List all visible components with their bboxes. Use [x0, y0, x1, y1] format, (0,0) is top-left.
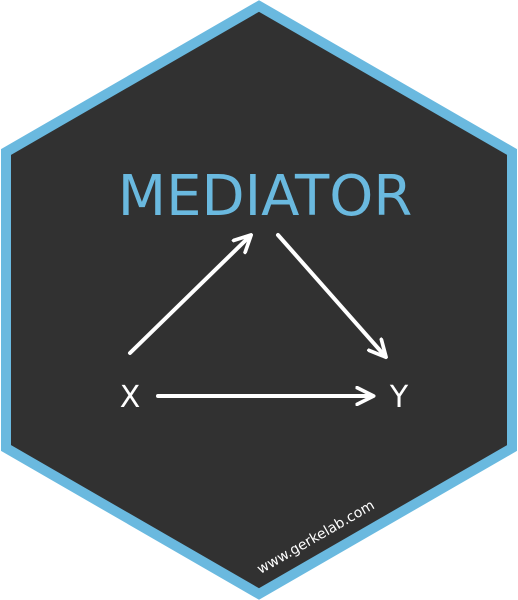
hex-title: MEDIATOR [118, 164, 413, 229]
node-y-label: Y [389, 380, 409, 415]
node-x-label: X [120, 380, 141, 415]
mediation-diagram: X Y [120, 233, 409, 415]
arrow-mediator-to-y [276, 233, 385, 356]
arrow-x-to-mediator [128, 236, 250, 355]
